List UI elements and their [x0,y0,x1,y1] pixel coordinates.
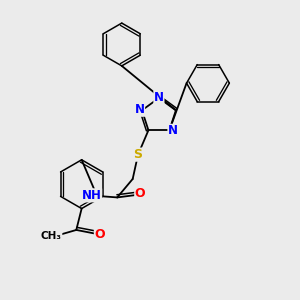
Text: N: N [135,103,145,116]
Text: O: O [94,228,105,241]
Text: S: S [134,148,142,161]
Text: N: N [168,124,178,137]
Text: CH₃: CH₃ [41,231,62,241]
Text: O: O [135,187,146,200]
Text: N: N [154,91,164,104]
Text: NH: NH [82,189,102,202]
